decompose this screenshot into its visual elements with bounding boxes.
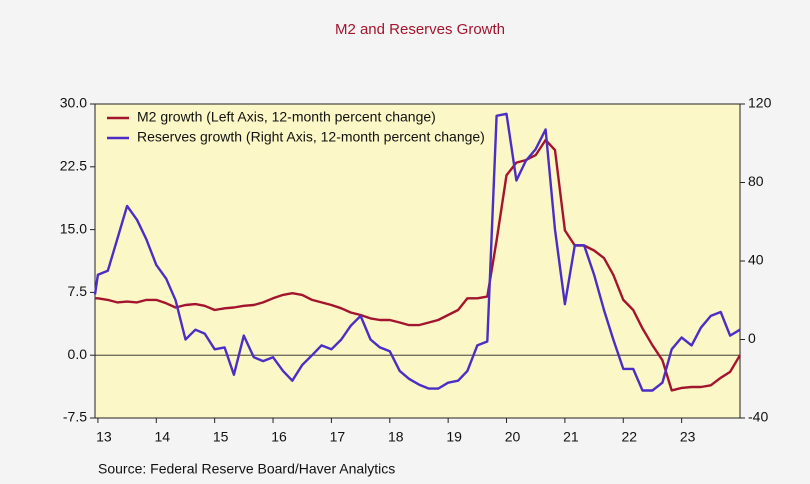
x-tick-label: 20 xyxy=(505,429,521,445)
x-tick-label: 13 xyxy=(96,429,112,445)
y-tick-label: 30.0 xyxy=(60,95,87,111)
x-tick-label: 22 xyxy=(621,429,637,445)
y2-tick-label: -40 xyxy=(748,409,768,425)
y-tick-label: 7.5 xyxy=(68,283,88,299)
x-tick-label: 23 xyxy=(680,429,696,445)
y-tick-label: 0.0 xyxy=(68,346,88,362)
y-tick-label: 15.0 xyxy=(60,220,87,236)
x-tick-label: 21 xyxy=(563,429,579,445)
x-tick-label: 19 xyxy=(446,429,462,445)
y2-tick-label: 120 xyxy=(748,95,772,111)
source-note: Source: Federal Reserve Board/Haver Anal… xyxy=(98,461,395,477)
y2-tick-label: 0 xyxy=(748,330,756,346)
legend-label: M2 growth (Left Axis, 12-month percent c… xyxy=(137,109,436,125)
x-tick-label: 16 xyxy=(271,429,287,445)
y-tick-label: -7.5 xyxy=(63,409,87,425)
legend-label: Reserves growth (Right Axis, 12-month pe… xyxy=(137,129,485,145)
y2-tick-label: 80 xyxy=(748,173,764,189)
x-tick-label: 18 xyxy=(388,429,404,445)
x-tick-label: 15 xyxy=(213,429,229,445)
plot-area xyxy=(94,103,741,419)
series-line xyxy=(95,138,742,392)
x-tick-label: 17 xyxy=(330,429,346,445)
y2-tick-label: 40 xyxy=(748,252,764,268)
x-tick-label: 14 xyxy=(155,429,171,445)
y-tick-label: 22.5 xyxy=(60,158,87,174)
series-line xyxy=(93,112,741,392)
chart-title: M2 and Reserves Growth xyxy=(335,21,505,38)
